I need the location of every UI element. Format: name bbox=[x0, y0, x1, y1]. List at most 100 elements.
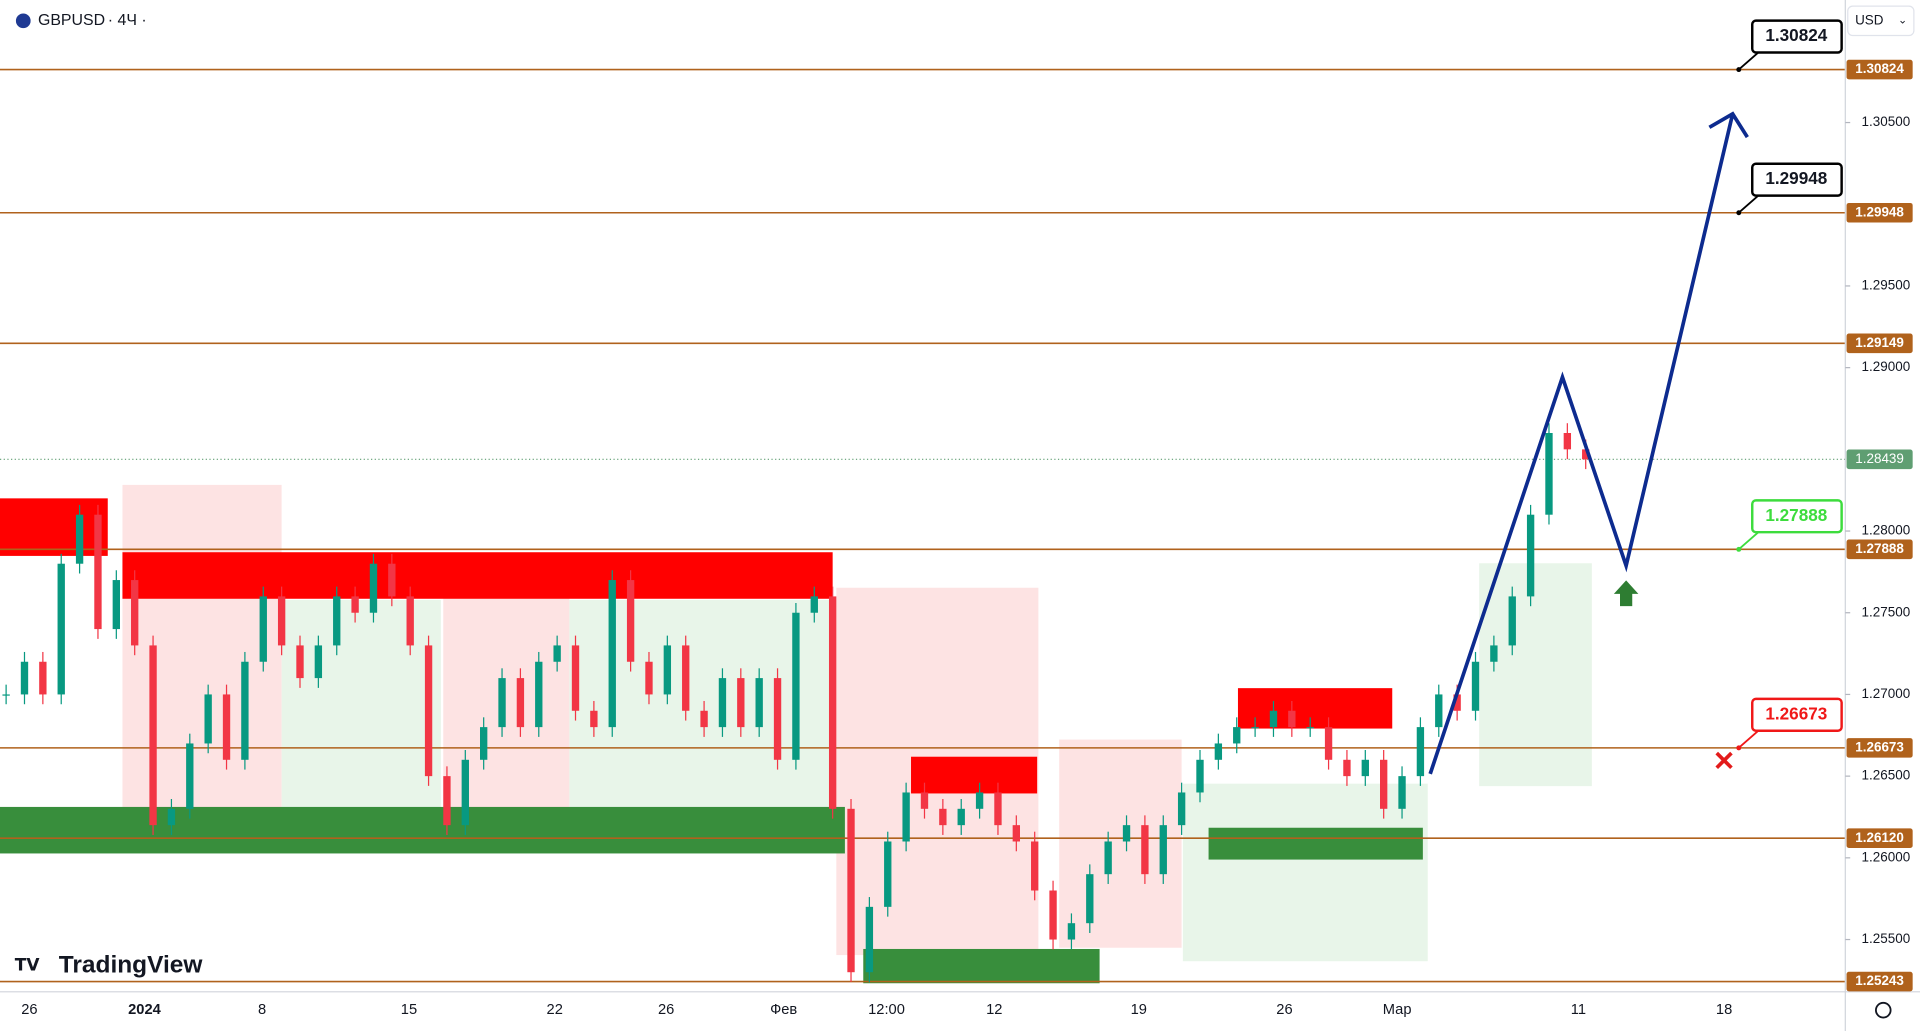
candle bbox=[645, 661, 653, 695]
y-tick-label: 1.27000 bbox=[1862, 686, 1911, 701]
candle bbox=[1288, 710, 1296, 728]
level-tag bbox=[1846, 59, 1913, 80]
level-tag bbox=[1846, 971, 1913, 992]
callout-leader bbox=[1738, 194, 1759, 214]
supply-zone bbox=[0, 498, 108, 556]
candle bbox=[131, 580, 139, 646]
x-tick-label: 26 bbox=[21, 1002, 37, 1018]
callout-label: 1.29948 bbox=[1765, 168, 1827, 188]
candle bbox=[39, 661, 47, 695]
candle bbox=[1380, 759, 1388, 809]
x-tick-label: Мар bbox=[1383, 1002, 1412, 1018]
candle bbox=[920, 792, 929, 809]
symbol: GBPUSD bbox=[38, 12, 105, 29]
callout-box bbox=[1751, 697, 1843, 732]
candle bbox=[167, 808, 176, 826]
candle bbox=[2, 694, 10, 696]
callout-label: 1.30824 bbox=[1765, 25, 1827, 45]
x-tick-label: 15 bbox=[401, 1002, 417, 1018]
x-tick-label: 12:00 bbox=[868, 1002, 905, 1018]
level-tag-label: 1.25243 bbox=[1855, 973, 1904, 988]
candle bbox=[186, 743, 194, 809]
callout-leader bbox=[1738, 531, 1759, 551]
level-tag-label: 1.29948 bbox=[1855, 204, 1904, 219]
candle bbox=[461, 759, 469, 826]
x-tick-label: 18 bbox=[1716, 1002, 1732, 1018]
level-tag bbox=[1846, 333, 1913, 354]
candle bbox=[1306, 727, 1314, 729]
candle bbox=[1012, 825, 1020, 842]
candle bbox=[884, 841, 892, 907]
candle bbox=[939, 808, 947, 826]
candle bbox=[737, 678, 745, 728]
candle bbox=[296, 645, 304, 679]
zones bbox=[0, 484, 1592, 984]
candle bbox=[792, 612, 800, 760]
y-tick-label: 1.30500 bbox=[1862, 114, 1911, 129]
callout-dot bbox=[1736, 745, 1742, 751]
pale-zone bbox=[1182, 783, 1428, 962]
candle bbox=[1435, 694, 1443, 728]
candle bbox=[1049, 890, 1057, 940]
candle bbox=[590, 710, 598, 728]
y-tick-label: 1.27500 bbox=[1862, 604, 1911, 619]
candle bbox=[351, 596, 359, 613]
y-tick-label: 1.25500 bbox=[1862, 931, 1911, 946]
candle bbox=[369, 563, 378, 613]
y-tick-label: 1.26000 bbox=[1862, 849, 1911, 864]
supply-zone bbox=[122, 552, 833, 599]
candle bbox=[571, 645, 580, 711]
candle bbox=[975, 792, 984, 809]
x-tick-label: Фев bbox=[770, 1002, 797, 1018]
x-tick-label: 19 bbox=[1131, 1002, 1147, 1018]
candle bbox=[259, 596, 267, 662]
candle bbox=[388, 563, 396, 597]
callout-box bbox=[1751, 19, 1843, 54]
x-tick-label: 26 bbox=[1276, 1002, 1292, 1018]
currency-select[interactable] bbox=[1847, 5, 1915, 37]
candle bbox=[608, 580, 616, 728]
candle bbox=[1324, 727, 1333, 760]
candle bbox=[535, 661, 543, 728]
candle bbox=[1398, 776, 1406, 809]
candle bbox=[957, 808, 965, 826]
current-price-label: 1.28439 bbox=[1855, 451, 1904, 466]
candle bbox=[1526, 514, 1535, 597]
candle bbox=[1251, 727, 1259, 729]
candle bbox=[828, 596, 837, 809]
supply-zone bbox=[1237, 688, 1393, 729]
candle bbox=[406, 596, 414, 646]
candle bbox=[1141, 825, 1149, 875]
candle bbox=[443, 776, 451, 826]
levels: 1.30824 1.29948 1.27888 1.26673 bbox=[0, 19, 1846, 983]
candle bbox=[1177, 792, 1186, 826]
candle bbox=[277, 596, 286, 646]
level-tag bbox=[1846, 738, 1913, 758]
candle bbox=[1122, 825, 1131, 842]
candle bbox=[1196, 759, 1204, 793]
callout-leader bbox=[1738, 730, 1759, 749]
callout-label: 1.26673 bbox=[1765, 703, 1827, 723]
candle bbox=[1214, 743, 1223, 760]
candle bbox=[700, 710, 708, 728]
level-tag-label: 1.26120 bbox=[1855, 830, 1904, 845]
pale-zone bbox=[281, 599, 441, 833]
candle bbox=[480, 727, 488, 760]
x-tick-label: 2024 bbox=[128, 1002, 162, 1018]
candle bbox=[553, 645, 561, 662]
candle bbox=[718, 678, 727, 728]
candles bbox=[2, 423, 1590, 983]
pale-zone bbox=[122, 484, 282, 809]
stop-mark bbox=[1715, 751, 1733, 770]
x-tick-label: 12 bbox=[986, 1002, 1002, 1018]
candle bbox=[516, 678, 525, 728]
y-tick-label: 1.26500 bbox=[1862, 768, 1911, 783]
callout-dot bbox=[1736, 210, 1742, 216]
candle bbox=[241, 661, 249, 760]
candle bbox=[994, 792, 1002, 826]
y-tick-label: 1.29000 bbox=[1862, 359, 1911, 374]
settings-button[interactable] bbox=[1875, 1001, 1892, 1019]
time-axis: 26 2024 8 15 22 26 Фев 12:00 12 19 26 Мар 11 18 bbox=[21, 1002, 1732, 1018]
demand-zone bbox=[863, 948, 1100, 984]
candle bbox=[498, 678, 506, 728]
